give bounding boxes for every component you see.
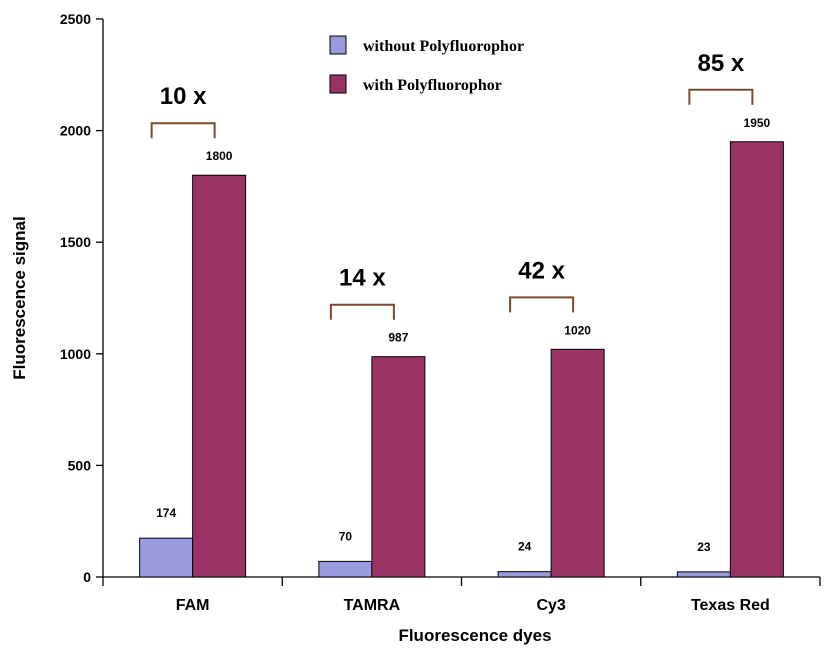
legend: without Polyfluorophor with Polyfluoropho… (329, 35, 524, 94)
y-tick-label: 500 (68, 457, 92, 473)
data-label-with: 1800 (206, 149, 233, 163)
legend-label-without: without Polyfluorophor (363, 38, 524, 55)
x-axis: FAM TAMRA Cy3 Texas Red (102, 576, 821, 614)
fold-change-label: 85 x (698, 50, 745, 77)
legend-label-with: with Polyfluorophor (363, 77, 502, 94)
fold-bracket (150, 122, 216, 139)
bar-with-polyfluorophor (371, 356, 426, 578)
x-tick-label: Cy3 (536, 597, 565, 614)
bars: 174 1800 70 987 24 1020 23 1950 (139, 116, 784, 578)
data-label-without: 174 (156, 506, 176, 520)
y-tick-label: 2500 (60, 11, 91, 27)
bar-without-polyfluorophor (139, 537, 194, 578)
data-label-without: 70 (339, 529, 353, 543)
legend-swatch-with (329, 74, 347, 94)
legend-swatch-without (329, 35, 347, 55)
data-label-with: 987 (388, 331, 408, 345)
fold-change-label: 14 x (339, 265, 386, 292)
bar-with-polyfluorophor (729, 141, 784, 578)
data-label-without: 24 (518, 540, 532, 554)
bar-without-polyfluorophor (497, 571, 552, 578)
bar-with-polyfluorophor (192, 174, 247, 578)
y-tick-label: 0 (83, 569, 91, 585)
y-tick-label: 1500 (60, 234, 91, 250)
bar-with-polyfluorophor (550, 348, 605, 578)
fold-annotations: 10 x 14 x 42 x 85 x (150, 50, 754, 320)
y-axis: 0 500 1000 1500 2000 2500 (60, 11, 104, 585)
bar-without-polyfluorophor (318, 560, 373, 578)
x-tick-label: FAM (176, 597, 210, 614)
fold-bracket (688, 88, 754, 105)
y-axis-title: Fluorescence signal (10, 216, 29, 379)
y-tick-label: 2000 (60, 123, 91, 139)
fold-change-label: 10 x (160, 83, 207, 110)
data-label-with: 1020 (564, 323, 591, 337)
y-tick-label: 1000 (60, 346, 91, 362)
fold-bracket (509, 296, 575, 313)
bar-without-polyfluorophor (676, 571, 731, 578)
fold-change-label: 42 x (518, 257, 565, 284)
x-tick-label: Texas Red (691, 597, 770, 614)
x-tick-label: TAMRA (344, 597, 401, 614)
fold-bracket (329, 303, 395, 320)
data-label-with: 1950 (744, 116, 771, 130)
data-label-without: 23 (697, 540, 711, 554)
x-axis-title: Fluorescence dyes (398, 626, 551, 645)
